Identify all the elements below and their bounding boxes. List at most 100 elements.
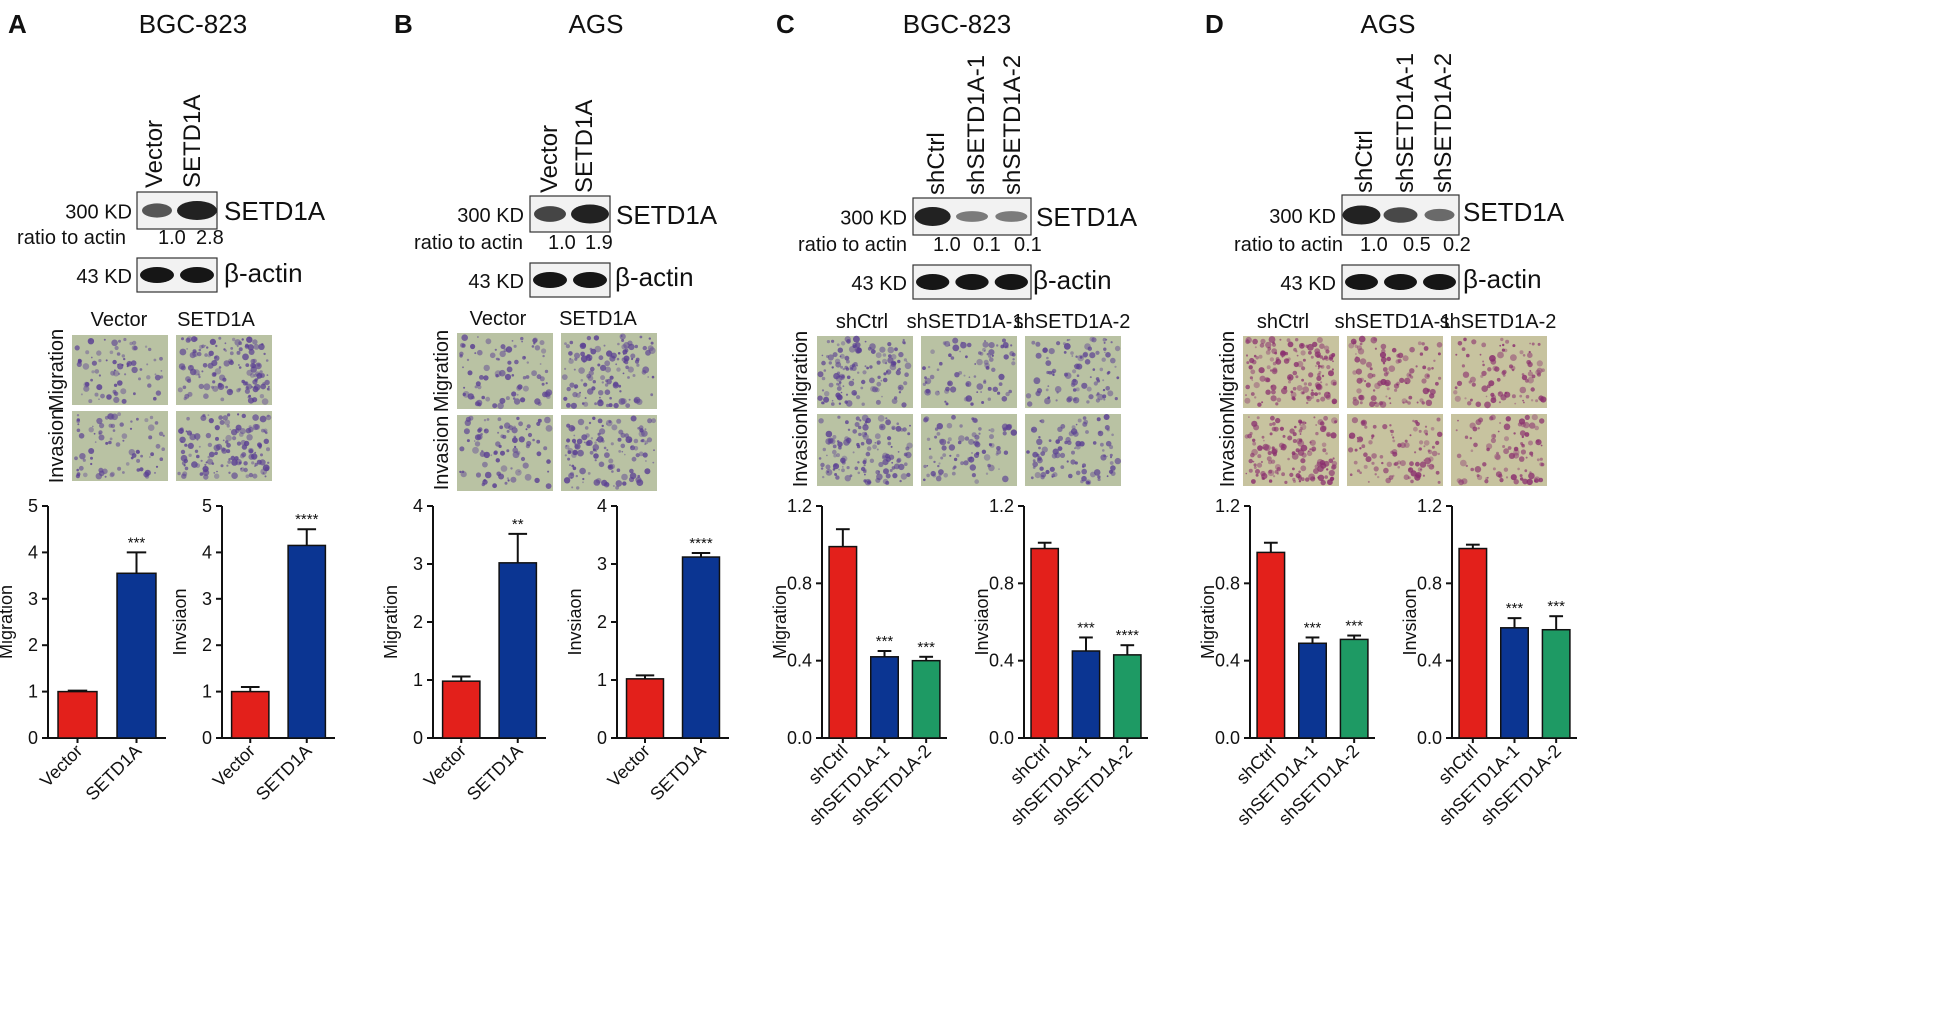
- stained-cell: [1485, 395, 1488, 398]
- stained-cell: [1323, 391, 1331, 399]
- stained-cell: [1272, 367, 1278, 373]
- stained-cell: [1433, 359, 1436, 362]
- stained-cell: [571, 486, 574, 489]
- stained-cell: [1504, 391, 1508, 395]
- stained-cell: [986, 353, 989, 356]
- stained-cell: [613, 381, 619, 387]
- stained-cell: [1035, 352, 1042, 359]
- stained-cell: [219, 420, 225, 425]
- stained-cell: [833, 454, 837, 458]
- stained-cell: [1106, 455, 1108, 458]
- stained-cell: [1307, 450, 1310, 452]
- stained-cell: [1409, 346, 1415, 353]
- stained-cell: [1074, 447, 1076, 450]
- stained-cell: [1275, 358, 1282, 365]
- stained-cell: [472, 446, 479, 454]
- stained-cell: [79, 453, 86, 460]
- stained-cell: [1523, 401, 1525, 404]
- stained-cell: [1392, 439, 1396, 443]
- stained-cell: [1437, 452, 1441, 456]
- stained-cell: [188, 453, 192, 457]
- stained-cell: [952, 344, 960, 352]
- stained-cell: [581, 434, 588, 441]
- stained-cell: [158, 431, 164, 436]
- stained-cell: [121, 433, 128, 439]
- significance-marker: ***: [128, 534, 146, 551]
- stained-cell: [598, 355, 604, 361]
- stained-cell: [1392, 436, 1395, 439]
- stained-cell: [1541, 368, 1545, 373]
- stained-cell: [139, 368, 143, 371]
- stained-cell: [98, 398, 100, 401]
- stained-cell: [567, 447, 574, 454]
- bar-shctrl: [1256, 551, 1286, 739]
- stained-cell: [1258, 367, 1265, 374]
- stained-cell: [1521, 435, 1525, 439]
- stained-cell: [1372, 424, 1377, 429]
- stained-cell: [959, 424, 963, 428]
- stained-cell: [1513, 479, 1519, 485]
- stained-cell: [1418, 447, 1422, 451]
- stained-cell: [864, 432, 868, 435]
- stained-cell: [248, 426, 254, 433]
- stained-cell: [1356, 377, 1363, 384]
- stained-cell: [99, 423, 105, 429]
- stained-cell: [236, 441, 242, 446]
- stained-cell: [841, 468, 845, 473]
- stained-cell: [1499, 421, 1502, 425]
- mw-300kd: 300 KD: [1269, 206, 1336, 228]
- stained-cell: [1102, 394, 1107, 399]
- stained-cell: [564, 367, 567, 370]
- stained-cell: [1302, 391, 1305, 395]
- stained-cell: [1275, 402, 1279, 406]
- stained-cell: [1292, 439, 1297, 443]
- stained-cell: [185, 337, 191, 343]
- stained-cell: [846, 375, 851, 380]
- stained-cell: [1095, 394, 1099, 397]
- stained-cell: [846, 359, 850, 364]
- stained-cell: [882, 377, 888, 383]
- stained-cell: [856, 395, 861, 400]
- stained-cell: [1109, 461, 1114, 465]
- panel-letter: D: [1205, 9, 1224, 39]
- stained-cell: [1389, 402, 1392, 405]
- stained-cell: [1293, 361, 1299, 368]
- stained-cell: [1313, 416, 1316, 419]
- blot-lane-label: shSETD1A-2: [1430, 53, 1457, 193]
- stained-cell: [542, 391, 548, 398]
- stained-cell: [196, 454, 200, 459]
- stained-cell: [224, 349, 227, 352]
- stained-cell: [1265, 350, 1271, 355]
- stained-cell: [996, 449, 1002, 455]
- stained-cell: [223, 348, 226, 351]
- stained-cell: [1328, 370, 1334, 377]
- stained-cell: [532, 338, 538, 344]
- stained-cell: [1066, 460, 1069, 463]
- stained-cell: [1298, 429, 1303, 433]
- stained-cell: [1467, 401, 1472, 406]
- stained-cell: [1418, 429, 1422, 433]
- y-tick-label: 0.8: [1417, 573, 1442, 593]
- stained-cell: [900, 473, 908, 480]
- stained-cell: [942, 453, 947, 457]
- stained-cell: [117, 466, 122, 471]
- stained-cell: [131, 453, 137, 458]
- stained-cell: [857, 471, 861, 475]
- stained-cell: [950, 386, 957, 393]
- stained-cell: [883, 372, 887, 376]
- stained-cell: [1075, 440, 1082, 447]
- stained-cell: [1399, 460, 1406, 467]
- stained-cell: [1075, 470, 1081, 476]
- stained-cell: [564, 444, 570, 450]
- stained-cell: [1300, 350, 1306, 356]
- stained-cell: [247, 397, 255, 404]
- stained-cell: [1034, 472, 1041, 479]
- stained-cell: [76, 418, 81, 422]
- stained-cell: [1503, 423, 1511, 431]
- stained-cell: [1397, 460, 1401, 465]
- stained-cell: [621, 450, 624, 453]
- x-tick-label: SETD1A: [252, 741, 316, 805]
- stained-cell: [485, 338, 492, 345]
- stained-cell: [1356, 440, 1359, 443]
- stained-cell: [251, 461, 255, 465]
